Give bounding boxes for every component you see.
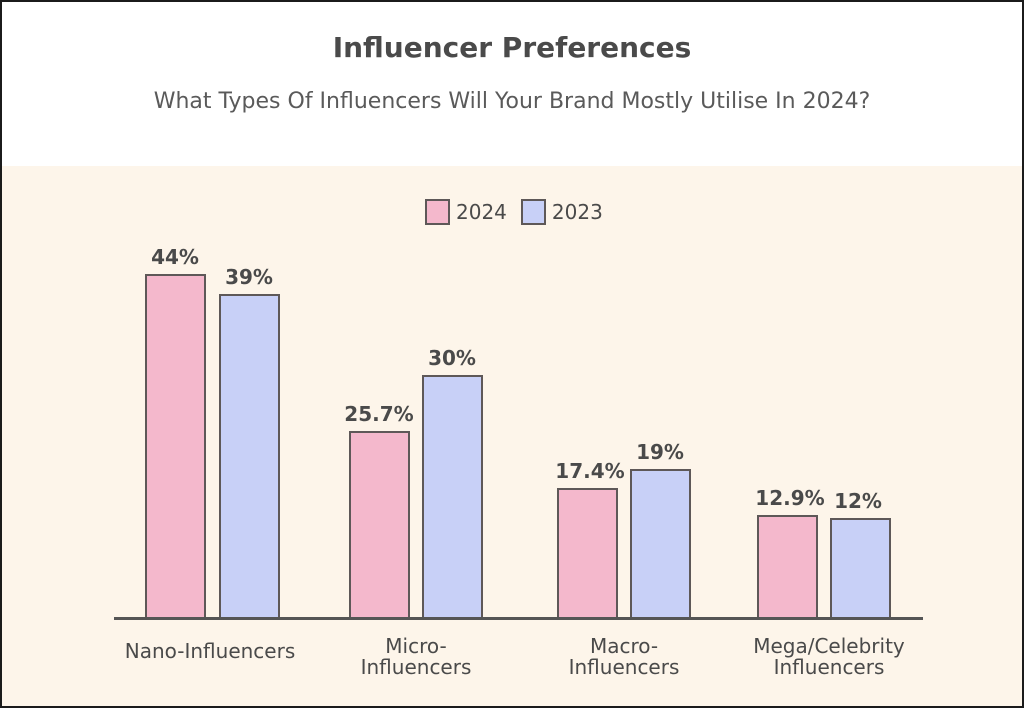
category-label-macro: Macro- Influencers [538,636,710,678]
category-label-mega-line2: Influencers [773,655,885,679]
legend-item-2024: 2024 [425,199,507,225]
bar-micro-2023 [422,375,483,617]
bar-macro-2023 [630,469,691,617]
bar-mega-2024 [757,515,818,617]
legend-label-2023: 2023 [551,200,603,224]
category-label-micro-line2: Influencers [360,655,472,679]
category-label-micro: Micro- Influencers [330,636,502,678]
category-label-macro-line1: Macro- [589,634,659,658]
x-axis-baseline [114,617,923,620]
legend-swatch-2024 [425,199,450,225]
value-label-nano-2024: 44% [151,245,199,269]
value-label-mega-2023: 12% [834,489,882,513]
legend: 2024 2023 [425,199,603,225]
chart-title: Influencer Preferences [332,31,692,64]
chart-subtitle: What Types Of Influencers Will Your Bran… [153,89,871,114]
category-label-mega-line1: Mega/Celebrity [753,634,905,658]
bar-nano-2024 [145,274,206,617]
category-label-nano-line1: Nano-Influencers [124,639,296,663]
legend-swatch-2023 [520,199,546,225]
category-label-mega: Mega/Celebrity Influencers [729,636,929,678]
bar-macro-2024 [557,488,618,617]
value-label-macro-2023: 19% [636,440,684,464]
legend-label-2024: 2024 [456,200,507,224]
category-label-macro-line2: Influencers [568,655,680,679]
value-label-micro-2023: 30% [428,346,476,370]
value-label-mega-2024: 12.9% [755,486,825,510]
value-label-micro-2024: 25.7% [344,402,414,426]
bar-mega-2023 [830,518,891,617]
category-label-nano: Nano-Influencers [110,641,310,662]
chart-header: Influencer Preferences What Types Of Inf… [2,2,1022,166]
category-label-micro-line1: Micro- [385,634,447,658]
bar-micro-2024 [349,431,410,617]
bar-nano-2023 [219,294,280,617]
legend-item-2023: 2023 [520,199,603,225]
value-label-nano-2023: 39% [225,265,273,289]
value-label-macro-2024: 17.4% [555,459,625,483]
